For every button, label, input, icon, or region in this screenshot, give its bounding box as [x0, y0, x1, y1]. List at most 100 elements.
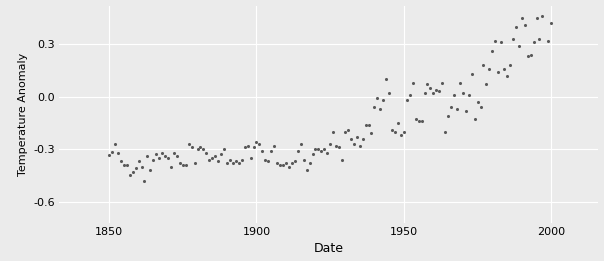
Point	[193, 147, 202, 151]
Point	[508, 37, 518, 41]
Point	[431, 87, 441, 92]
Point	[287, 161, 297, 165]
Point	[290, 159, 300, 163]
Point	[337, 158, 347, 162]
Point	[434, 89, 444, 93]
Point	[252, 140, 262, 144]
Point	[293, 149, 303, 153]
Point	[140, 179, 149, 183]
Point	[296, 142, 306, 146]
Point	[184, 142, 193, 146]
Point	[119, 163, 129, 167]
Point	[420, 91, 429, 95]
Point	[520, 23, 530, 27]
Point	[219, 147, 229, 151]
Point	[257, 149, 267, 153]
Point	[133, 159, 143, 163]
Point	[149, 158, 158, 162]
Point	[440, 129, 450, 134]
Point	[461, 109, 471, 113]
Point	[340, 129, 350, 134]
Point	[199, 147, 208, 151]
Point	[570, 0, 580, 4]
Point	[190, 161, 199, 165]
Point	[205, 158, 214, 162]
Point	[334, 145, 344, 150]
Point	[234, 161, 243, 165]
Point	[467, 72, 477, 76]
Point	[202, 151, 211, 155]
Point	[329, 129, 338, 134]
Point	[455, 81, 464, 85]
Point	[449, 93, 459, 97]
Point	[373, 96, 382, 100]
Point	[349, 142, 359, 146]
Point	[396, 133, 406, 137]
Point	[381, 77, 391, 81]
Point	[240, 145, 249, 150]
Point	[402, 98, 412, 102]
Point	[487, 49, 497, 53]
Point	[473, 100, 483, 104]
Point	[155, 156, 164, 160]
Point	[125, 173, 135, 177]
Point	[550, 0, 559, 4]
Point	[175, 161, 185, 165]
Point	[390, 129, 400, 134]
Point	[122, 163, 132, 167]
Point	[399, 129, 409, 134]
Point	[255, 142, 265, 146]
Point	[278, 163, 288, 167]
Point	[225, 158, 235, 162]
Point	[493, 70, 503, 74]
Point	[358, 137, 367, 141]
Point	[299, 158, 309, 162]
Point	[263, 159, 273, 163]
Point	[331, 144, 341, 148]
Point	[458, 91, 467, 95]
Point	[269, 144, 279, 148]
Point	[108, 150, 117, 155]
Point	[505, 63, 515, 67]
Point	[417, 119, 426, 123]
Point	[110, 142, 120, 146]
X-axis label: Date: Date	[313, 242, 344, 256]
Point	[364, 123, 373, 127]
Point	[526, 52, 536, 57]
Point	[503, 74, 512, 78]
Point	[116, 159, 126, 163]
Point	[302, 168, 312, 172]
Point	[464, 93, 474, 97]
Point	[316, 149, 326, 153]
Point	[367, 131, 376, 135]
Point	[163, 156, 173, 160]
Point	[152, 152, 161, 157]
Point	[370, 105, 379, 109]
Point	[228, 161, 238, 165]
Point	[160, 154, 170, 158]
Point	[169, 151, 179, 155]
Point	[320, 147, 329, 151]
Point	[428, 91, 438, 95]
Point	[528, 40, 538, 44]
Point	[249, 145, 259, 150]
Point	[384, 91, 394, 95]
Point	[355, 144, 364, 148]
Y-axis label: Temperature Anomaly: Temperature Anomaly	[18, 52, 28, 176]
Point	[307, 152, 317, 157]
Point	[246, 156, 255, 160]
Point	[222, 161, 232, 165]
Point	[411, 117, 420, 121]
Point	[393, 121, 403, 125]
Point	[496, 40, 506, 44]
Point	[266, 149, 276, 153]
Point	[414, 119, 423, 123]
Point	[379, 98, 388, 102]
Point	[310, 147, 320, 151]
Point	[484, 67, 494, 71]
Point	[426, 86, 435, 90]
Point	[172, 154, 182, 158]
Point	[231, 159, 240, 163]
Point	[423, 82, 432, 86]
Point	[387, 128, 397, 132]
